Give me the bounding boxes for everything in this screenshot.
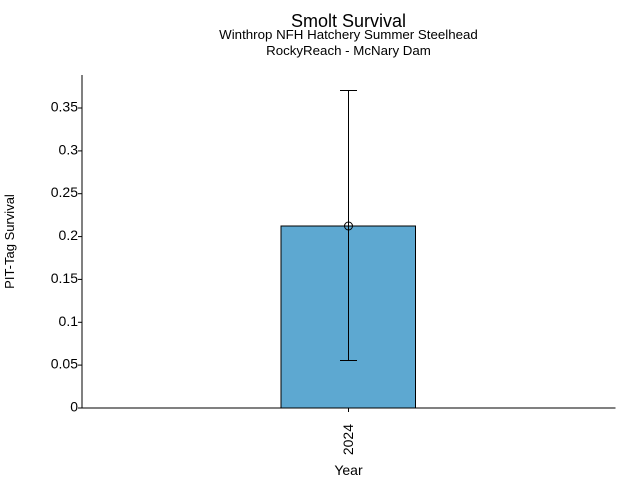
svg-text:0: 0 — [70, 399, 78, 415]
svg-text:0.35: 0.35 — [51, 99, 78, 115]
svg-text:0.15: 0.15 — [51, 270, 78, 286]
svg-text:0.05: 0.05 — [51, 356, 78, 372]
svg-text:PIT-Tag Survival: PIT-Tag Survival — [2, 194, 17, 289]
svg-text:0.2: 0.2 — [59, 227, 79, 243]
svg-text:2024: 2024 — [340, 424, 356, 455]
svg-text:Year: Year — [334, 462, 363, 478]
svg-text:0.25: 0.25 — [51, 184, 78, 200]
svg-text:0.3: 0.3 — [59, 141, 79, 157]
svg-text:0.1: 0.1 — [59, 313, 79, 329]
